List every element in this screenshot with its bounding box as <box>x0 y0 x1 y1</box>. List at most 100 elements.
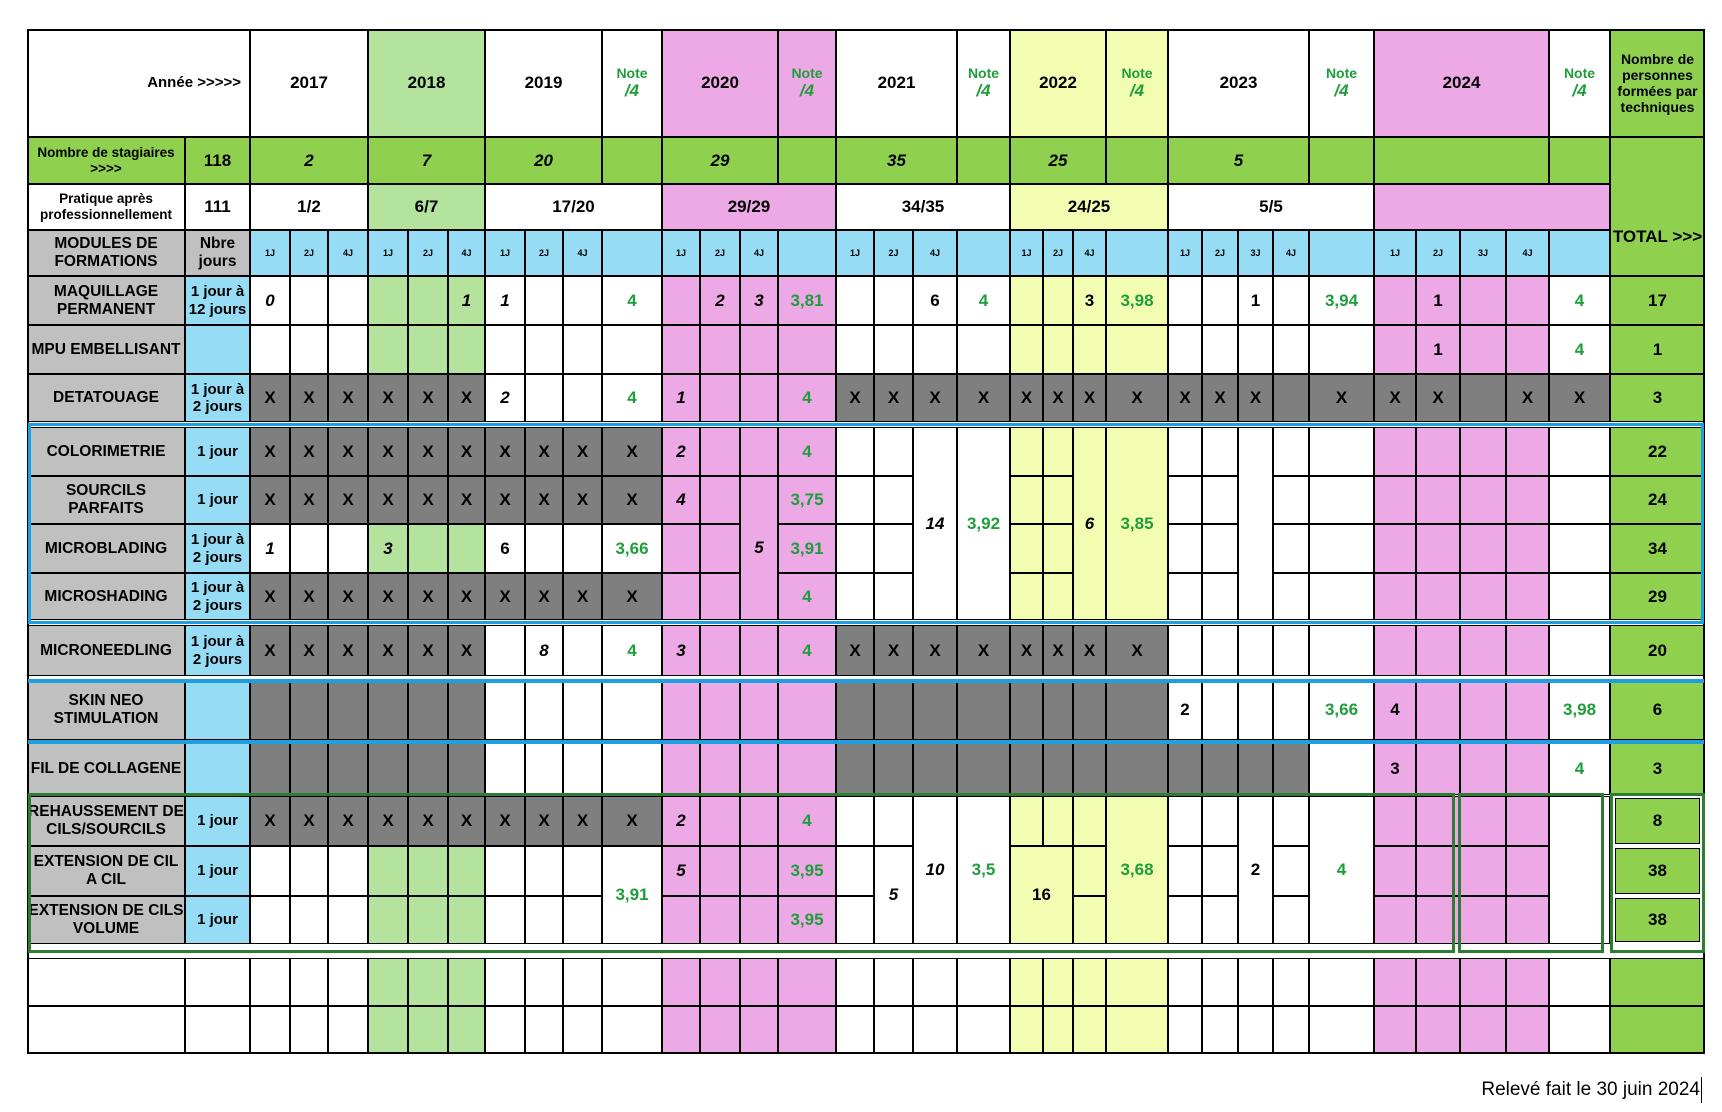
note-label: Note <box>1563 65 1596 82</box>
not-offered-cell: X <box>290 476 328 524</box>
table-cell <box>563 524 602 573</box>
not-offered-cell: X <box>328 796 368 846</box>
not-offered-cell: X <box>290 427 328 476</box>
not-offered-cell: X <box>328 625 368 676</box>
not-offered-cell: X <box>1238 374 1273 422</box>
table-cell <box>836 476 874 524</box>
empty-cell <box>250 958 290 1006</box>
note-empty <box>602 137 662 184</box>
pratique-2019: 17/20 <box>485 184 662 230</box>
empty-cell <box>485 958 525 1006</box>
module-name: MICROBLADING <box>27 524 185 573</box>
not-offered-cell: X <box>408 796 448 846</box>
year-header-2020: 2020 <box>662 29 778 137</box>
note-value: 4 <box>602 276 662 325</box>
table-cell <box>525 743 563 795</box>
table-cell <box>1073 325 1106 374</box>
note-empty <box>778 230 836 276</box>
empty-cell <box>1309 958 1374 1006</box>
table-cell <box>662 743 700 795</box>
unavailable-cell <box>1273 374 1309 422</box>
unavailable-cell <box>836 680 874 740</box>
table-cell <box>525 276 563 325</box>
note-header-2023: Note/4 <box>1309 29 1374 137</box>
stagiaires-2024 <box>1374 137 1549 184</box>
empty-cell <box>700 1006 740 1054</box>
empty-cell <box>1238 1006 1273 1054</box>
duration-2018_2J: 2J <box>408 230 448 276</box>
table-cell <box>700 896 740 944</box>
not-offered-cell: X <box>485 796 525 846</box>
table-cell <box>662 680 700 740</box>
table-cell <box>525 846 563 896</box>
empty-cell <box>957 1006 1010 1054</box>
year-header-label: Année >>>>> <box>27 29 250 137</box>
count-value: 8 <box>525 625 563 676</box>
not-offered-cell: X <box>602 427 662 476</box>
pratique-2018: 6/7 <box>368 184 485 230</box>
table-cell <box>368 896 408 944</box>
table-cell <box>1309 476 1374 524</box>
pratique-2020: 29/29 <box>662 184 836 230</box>
module-total: 8 <box>1615 798 1700 844</box>
table-cell <box>700 524 740 573</box>
table-cell <box>1549 573 1610 620</box>
not-offered-cell: X <box>408 573 448 620</box>
table-cell <box>1202 796 1238 846</box>
table-cell <box>662 276 700 325</box>
unavailable-cell <box>957 743 1010 795</box>
empty-cell <box>185 958 250 1006</box>
note-scale: /4 <box>1129 81 1145 101</box>
unavailable-cell <box>913 680 957 740</box>
table-cell <box>1273 427 1309 476</box>
unavailable-cell <box>1168 743 1202 795</box>
empty-cell <box>563 1006 602 1054</box>
table-cell <box>662 524 700 573</box>
table-cell <box>700 427 740 476</box>
table-cell <box>1506 325 1549 374</box>
note-value: 4 <box>1549 325 1610 374</box>
not-offered-cell: X <box>448 625 485 676</box>
report-date: Relevé fait le 30 juin 2024 <box>1481 1079 1700 1100</box>
table-cell <box>1460 476 1506 524</box>
empty-cell <box>740 958 778 1006</box>
not-offered-cell: X <box>1106 625 1168 676</box>
empty-cell <box>408 958 448 1006</box>
not-offered-cell: X <box>250 476 290 524</box>
count-value: 5 <box>874 846 913 944</box>
note-label: Note <box>791 65 823 82</box>
empty-cell <box>448 958 485 1006</box>
year-header-2018: 2018 <box>368 29 485 137</box>
empty-cell <box>563 958 602 1006</box>
table-cell <box>662 325 700 374</box>
unavailable-cell <box>1460 374 1506 422</box>
unavailable-cell <box>1106 680 1168 740</box>
not-offered-cell: X <box>368 573 408 620</box>
note-value: 3,91 <box>778 524 836 573</box>
table-cell <box>1309 325 1374 374</box>
note-value: 4 <box>957 276 1010 325</box>
unavailable-cell <box>1043 680 1073 740</box>
note-header-2020: Note/4 <box>778 29 836 137</box>
table-cell <box>1273 276 1309 325</box>
count-value: 2 <box>662 796 700 846</box>
unavailable-cell <box>836 743 874 795</box>
table-cell <box>1374 796 1416 846</box>
empty-cell <box>1202 958 1238 1006</box>
empty-cell <box>1202 1006 1238 1054</box>
unavailable-cell <box>1273 743 1309 795</box>
not-offered-cell: X <box>408 476 448 524</box>
count-value: 1 <box>1238 276 1273 325</box>
table-cell <box>1416 743 1460 795</box>
not-offered-cell: X <box>328 476 368 524</box>
table-cell <box>1506 796 1549 846</box>
stagiaires-2021: 35 <box>836 137 957 184</box>
table-cell <box>1273 896 1309 944</box>
table-cell <box>1273 846 1309 896</box>
table-cell <box>1374 896 1416 944</box>
table-cell <box>1416 625 1460 676</box>
table-cell <box>913 325 957 374</box>
table-cell <box>700 625 740 676</box>
table-cell <box>1460 427 1506 476</box>
module-jours: 1 jour <box>185 846 250 896</box>
